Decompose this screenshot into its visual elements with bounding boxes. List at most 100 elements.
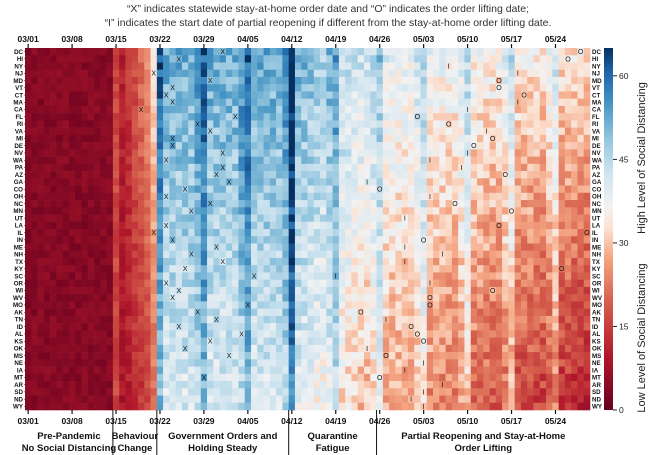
heat-cell: [382, 359, 390, 367]
heat-cell: [188, 279, 195, 288]
heat-cell: [514, 98, 522, 107]
heat-cell: [75, 388, 82, 396]
state-label-right: TN: [592, 317, 601, 324]
heat-cell: [68, 163, 76, 172]
heat-cell: [552, 286, 559, 295]
heat-cell: [345, 156, 352, 165]
heat-cell: [571, 178, 578, 186]
heat-cell: [357, 315, 365, 324]
heat-cell: [175, 395, 183, 404]
heat-cell: [169, 192, 176, 201]
heat-cell: [81, 265, 89, 273]
heat-cell: [288, 214, 296, 223]
heat-cell: [257, 163, 264, 172]
heat-cell: [345, 229, 352, 237]
heat-cell: [288, 388, 296, 396]
heat-cell: [389, 171, 396, 179]
heat-cell: [307, 48, 315, 56]
heat-cell: [194, 286, 202, 295]
heat-cell: [282, 142, 289, 150]
heat-cell: [382, 323, 390, 331]
heat-cell: [43, 221, 51, 230]
heat-cell: [294, 294, 302, 302]
heat-cell: [370, 373, 377, 382]
heat-cell: [232, 221, 239, 230]
heat-cell: [100, 192, 107, 201]
heat-cell: [439, 366, 446, 375]
heat-cell: [244, 250, 252, 259]
heat-cell: [571, 330, 578, 338]
heat-cell: [433, 301, 440, 309]
heat-cell: [232, 395, 239, 404]
heat-cell: [156, 84, 164, 92]
heat-cell: [464, 113, 472, 121]
heat-cell: [150, 344, 158, 353]
heat-cell: [389, 286, 396, 295]
heat-cell: [219, 91, 227, 99]
heat-cell: [175, 84, 183, 92]
state-label-left: WV: [13, 295, 24, 302]
heat-cell: [338, 192, 346, 201]
heat-cell: [527, 76, 534, 85]
heat-cell: [106, 359, 114, 367]
heat-cell: [112, 178, 120, 186]
heat-cell: [125, 272, 133, 280]
heat-cell: [426, 214, 434, 223]
heat-cell: [219, 402, 227, 411]
heat-cell: [552, 48, 559, 56]
heat-cell: [56, 142, 63, 150]
heat-cell: [200, 308, 208, 317]
heat-cell: [301, 352, 308, 360]
heat-cell: [313, 127, 321, 136]
partial-reopening-marker: I: [460, 165, 462, 172]
heat-cell: [269, 229, 277, 237]
heat-cell: [81, 344, 89, 353]
heat-cell: [56, 134, 63, 143]
heat-cell: [251, 272, 258, 280]
heat-cell: [62, 207, 70, 215]
heat-cell: [282, 279, 289, 288]
state-label-right: WY: [592, 404, 603, 411]
heat-cell: [552, 200, 559, 208]
heat-cell: [502, 178, 509, 186]
heat-cell: [508, 185, 515, 194]
heat-cell: [502, 156, 509, 165]
heat-cell: [188, 214, 195, 223]
heat-cell: [219, 257, 227, 266]
heat-cell: [31, 200, 38, 208]
heat-cell: [257, 286, 264, 295]
heat-cell: [470, 229, 478, 237]
heat-cell: [320, 323, 327, 331]
heat-cell: [571, 200, 578, 208]
heat-cell: [351, 373, 359, 382]
heat-cell: [420, 192, 428, 201]
heat-cell: [144, 337, 151, 346]
heat-cell: [301, 257, 308, 266]
heat-cell: [552, 105, 559, 114]
heat-cell: [552, 359, 559, 367]
heat-cell: [364, 214, 371, 223]
heat-cell: [131, 192, 139, 201]
heat-cell: [307, 156, 315, 165]
heat-cell: [213, 113, 220, 121]
order-lifting-marker: O: [446, 121, 452, 128]
heat-cell: [144, 163, 151, 172]
heat-cell: [326, 113, 333, 121]
heat-cell: [583, 315, 591, 324]
heat-cell: [389, 113, 396, 121]
heat-cell: [219, 294, 227, 302]
heat-cell: [87, 229, 95, 237]
heat-cell: [357, 352, 365, 360]
heat-cell: [483, 330, 490, 338]
heat-cell: [181, 236, 189, 244]
heat-cell: [414, 127, 421, 136]
heat-cell: [150, 250, 158, 259]
heat-cell: [370, 207, 377, 215]
heat-cell: [62, 344, 70, 353]
heat-cell: [207, 257, 214, 266]
heat-cell: [282, 84, 289, 92]
heat-cell: [483, 69, 490, 78]
heat-cell: [181, 192, 189, 201]
heat-cell: [37, 76, 45, 85]
heat-cell: [351, 229, 359, 237]
